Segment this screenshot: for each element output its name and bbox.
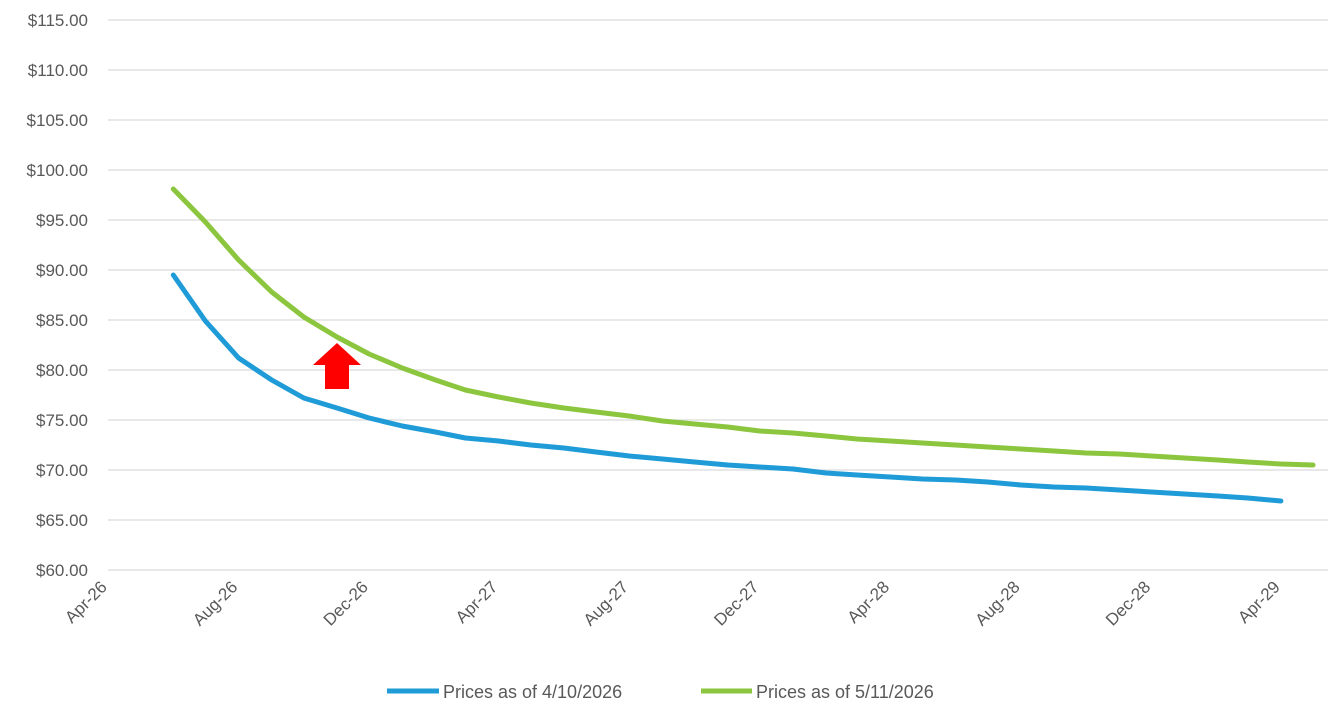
x-tick-label: Dec-28: [1102, 577, 1154, 629]
legend-label: Prices as of 5/11/2026: [756, 682, 934, 702]
legend: Prices as of 4/10/2026 Prices as of 5/11/…: [387, 682, 934, 702]
x-tick-label: Aug-26: [189, 577, 241, 629]
y-tick-label: $70.00: [36, 461, 88, 480]
y-axis-tick-labels: $60.00 $65.00 $70.00 $75.00 $80.00 $85.00 $90.…: [27, 11, 88, 580]
legend-item: Prices as of 5/11/2026: [701, 682, 934, 702]
x-tick-label: Apr-27: [452, 577, 502, 627]
y-tick-label: $95.00: [36, 211, 88, 230]
x-tick-label: Apr-29: [1234, 577, 1284, 627]
y-tick-label: $65.00: [36, 511, 88, 530]
gridlines: [108, 19, 1328, 571]
series-line-1: [170, 272, 1284, 504]
y-tick-label: $85.00: [36, 311, 88, 330]
y-tick-label: $110.00: [28, 61, 88, 80]
x-tick-label: Apr-26: [61, 577, 111, 627]
x-tick-label: Aug-28: [971, 577, 1023, 629]
legend-item: Prices as of 4/10/2026: [387, 682, 622, 702]
legend-label: Prices as of 4/10/2026: [443, 682, 622, 702]
annotation: [313, 343, 361, 389]
y-tick-label: $60.00: [36, 561, 88, 580]
up-arrow-icon: [313, 343, 361, 389]
y-tick-label: $90.00: [36, 261, 88, 280]
y-tick-label: $115.00: [28, 11, 88, 30]
x-tick-label: Dec-27: [710, 577, 762, 629]
y-tick-label: $75.00: [36, 411, 88, 430]
x-tick-label: Dec-26: [320, 577, 372, 629]
series-lines: [170, 186, 1316, 504]
x-axis-tick-labels: Apr-26 Aug-26 Dec-26 Apr-27 Aug-27 Dec-27 Apr-…: [61, 577, 1283, 629]
y-tick-label: $100.00: [27, 161, 88, 180]
x-tick-label: Apr-28: [844, 577, 894, 627]
y-tick-label: $80.00: [36, 361, 88, 380]
y-tick-label: $105.00: [27, 111, 88, 130]
series-line-2: [170, 186, 1316, 468]
x-tick-label: Aug-27: [580, 577, 632, 629]
